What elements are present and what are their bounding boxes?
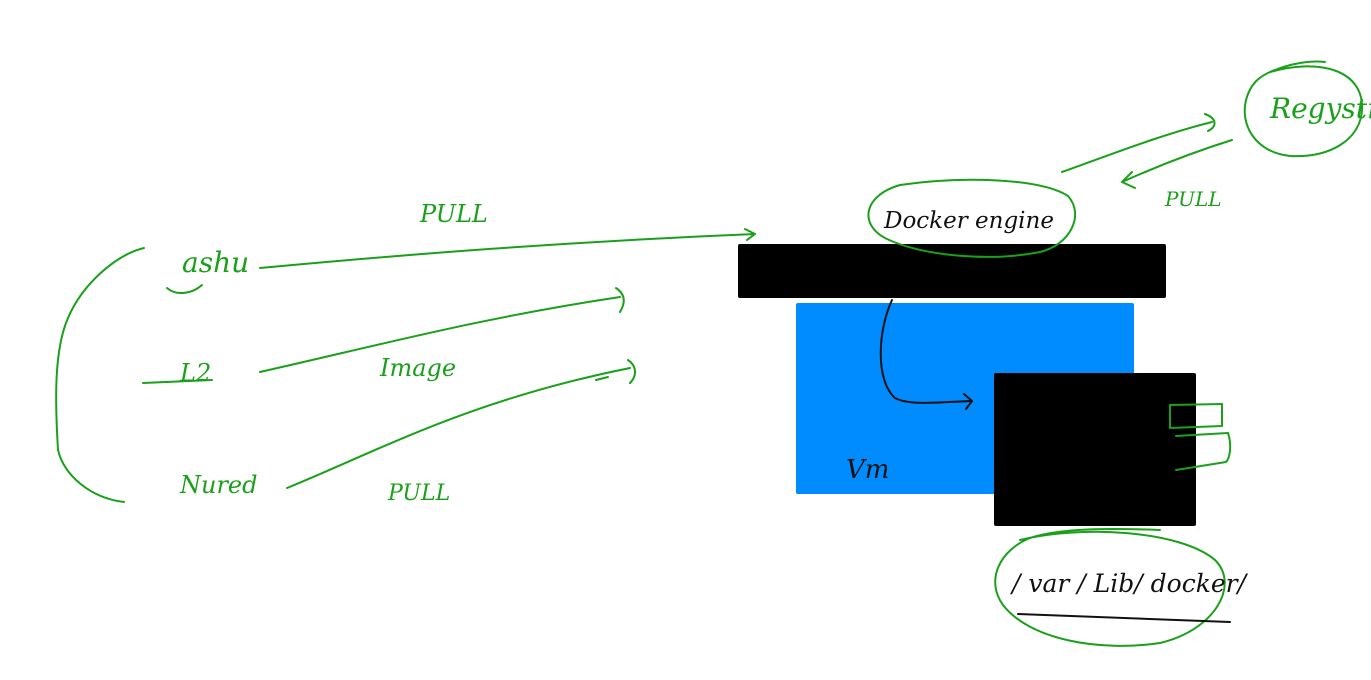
ashu-pull-arrow [259, 228, 756, 269]
label-pull-registry: PULL [1164, 187, 1222, 211]
docker-engine-circle [867, 178, 1077, 258]
storage-circle [994, 527, 1226, 647]
label-pull-bottom: PULL [387, 481, 450, 506]
docker-engine-bar [738, 244, 1166, 298]
storage-underline [1017, 613, 1231, 623]
users-bracket [55, 247, 145, 503]
registry-engine-arrow [1121, 139, 1233, 189]
registry-circle [1243, 60, 1364, 158]
label-image: Image [379, 354, 456, 382]
engine-registry-arrow [1061, 113, 1216, 173]
container-box [994, 373, 1196, 526]
ashu-underline [166, 284, 203, 294]
l2-underline [142, 379, 213, 384]
label-storage-path: / var / Lib/ docker/ [1010, 569, 1249, 598]
engine-to-container-arrow [879, 299, 973, 410]
label-vm: Vm [846, 455, 889, 485]
container-port-box-2 [1175, 432, 1232, 471]
label-docker-engine: Docker engine [883, 208, 1054, 234]
l2-image-arrow [259, 287, 625, 373]
nured-pull-arrow [286, 359, 636, 489]
container-port-box-1 [1169, 403, 1223, 429]
user-nured: Nured [179, 471, 258, 499]
user-l2: L2 [179, 359, 211, 387]
label-registry: Regystr [1269, 92, 1371, 125]
label-pull-top: PULL [419, 200, 488, 228]
user-ashu: ashu [182, 246, 249, 279]
